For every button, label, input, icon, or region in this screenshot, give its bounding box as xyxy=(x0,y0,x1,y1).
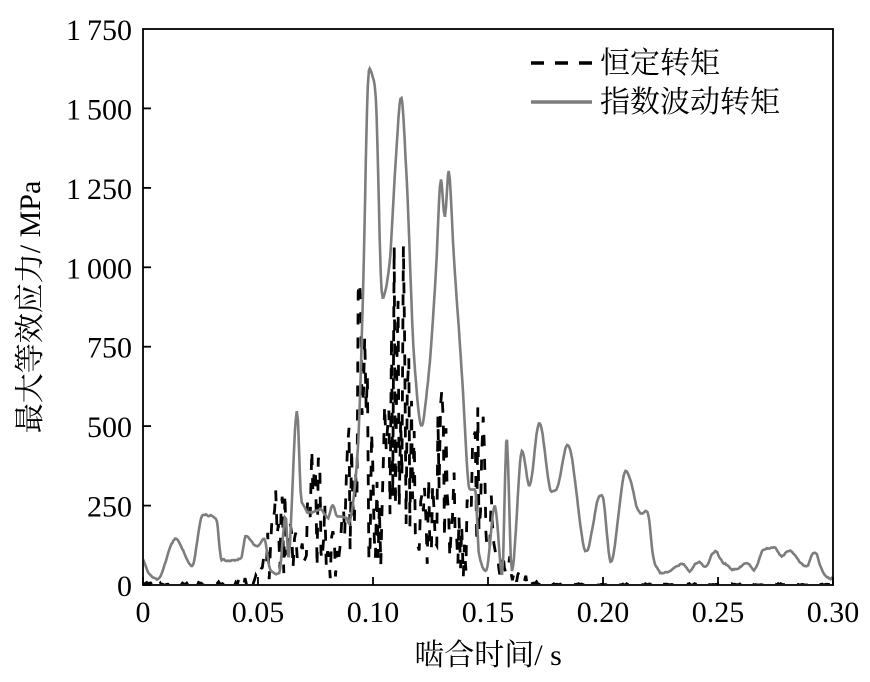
svg-text:恒定转矩: 恒定转矩 xyxy=(600,47,720,80)
svg-text:250: 250 xyxy=(87,491,132,524)
svg-text:500: 500 xyxy=(87,411,132,444)
svg-text:0: 0 xyxy=(136,596,151,629)
svg-text:指数波动转矩: 指数波动转矩 xyxy=(600,86,780,119)
svg-text:啮合时间/ s: 啮合时间/ s xyxy=(414,639,562,672)
svg-text:1 500: 1 500 xyxy=(66,93,132,126)
svg-text:最大等效应力/ MPa: 最大等效应力/ MPa xyxy=(14,181,47,434)
svg-text:0.20: 0.20 xyxy=(577,596,630,629)
svg-text:1 250: 1 250 xyxy=(66,173,132,206)
svg-text:0.15: 0.15 xyxy=(462,596,515,629)
svg-text:0.25: 0.25 xyxy=(692,596,745,629)
svg-text:1 000: 1 000 xyxy=(66,252,132,285)
svg-text:0.10: 0.10 xyxy=(347,596,400,629)
svg-text:0.05: 0.05 xyxy=(232,596,285,629)
svg-text:1 750: 1 750 xyxy=(66,14,132,47)
svg-text:750: 750 xyxy=(87,332,132,365)
svg-text:0.30: 0.30 xyxy=(807,596,860,629)
svg-text:0: 0 xyxy=(117,570,132,603)
